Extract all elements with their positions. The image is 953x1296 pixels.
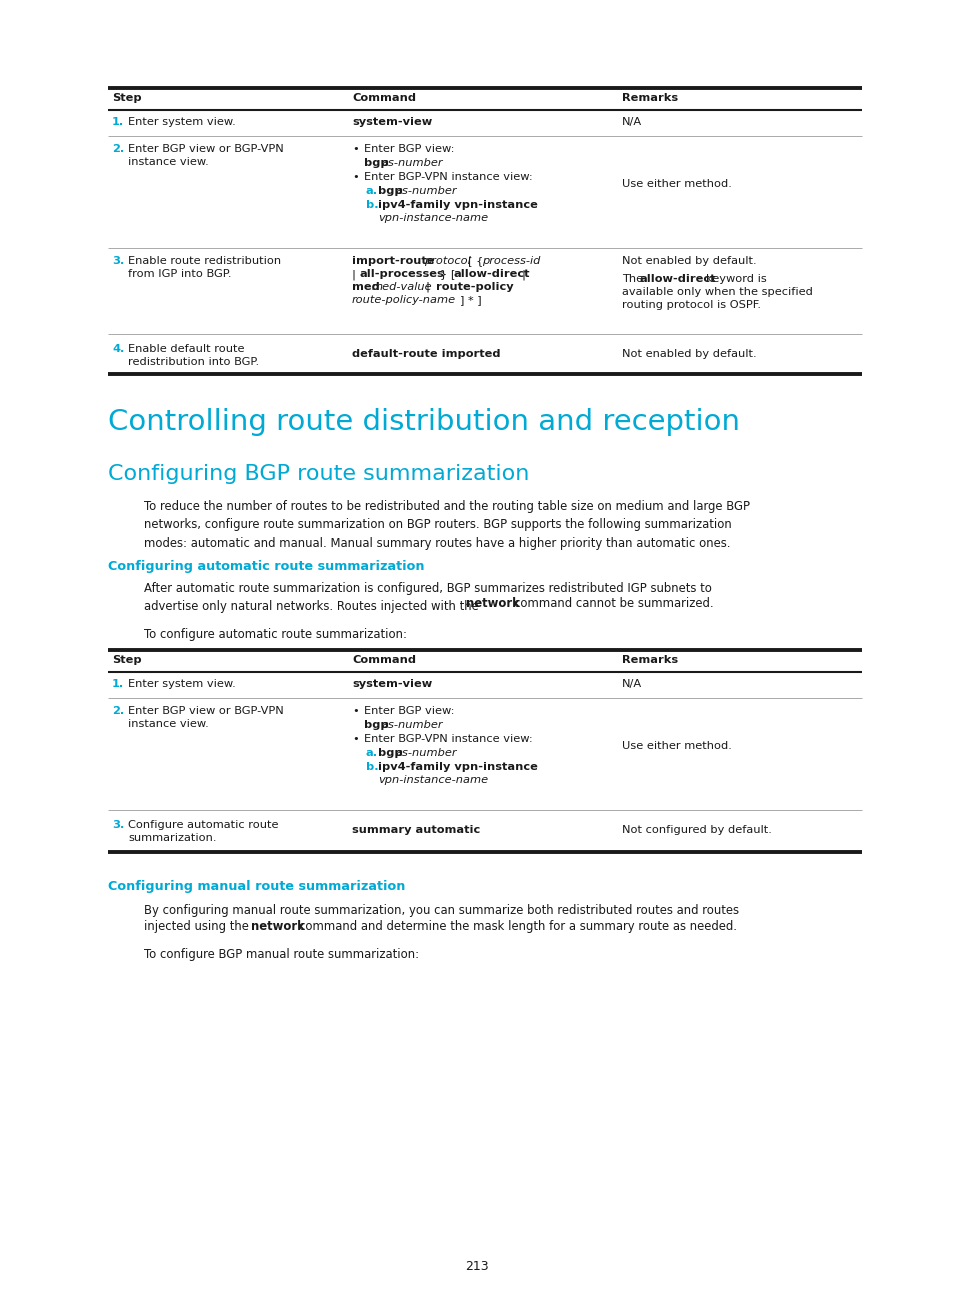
Text: Enable default route
redistribution into BGP.: Enable default route redistribution into… [128,343,259,367]
Text: Enter BGP-VPN instance view:: Enter BGP-VPN instance view: [364,734,532,744]
Text: default-route imported: default-route imported [352,349,500,359]
Text: By configuring manual route summarization, you can summarize both redistributed : By configuring manual route summarizatio… [144,905,739,918]
Text: ipv4-family vpn-instance: ipv4-family vpn-instance [377,200,537,210]
Text: 2.: 2. [112,706,124,715]
Text: |: | [352,270,355,280]
Text: bgp: bgp [364,721,388,730]
Text: N/A: N/A [621,117,641,127]
Text: command cannot be summarized.: command cannot be summarized. [514,597,713,610]
Text: Enter system view.: Enter system view. [128,679,235,689]
Text: bgp: bgp [377,748,402,758]
Text: Step: Step [112,93,141,102]
Text: b.: b. [366,762,378,772]
Text: keyword is: keyword is [705,273,766,284]
Text: ipv4-family vpn-instance: ipv4-family vpn-instance [377,762,537,772]
Text: vpn-instance-name: vpn-instance-name [377,775,488,785]
Text: Command: Command [352,93,416,102]
Text: N/A: N/A [621,679,641,689]
Text: Enter BGP-VPN instance view:: Enter BGP-VPN instance view: [364,172,532,181]
Text: Remarks: Remarks [621,654,678,665]
Text: To reduce the number of routes to be redistributed and the routing table size on: To reduce the number of routes to be red… [144,500,749,550]
Text: network: network [251,920,305,933]
Text: ] * ]: ] * ] [459,295,481,305]
Text: network: network [465,597,519,610]
Text: a.: a. [366,187,377,196]
Text: route-policy: route-policy [436,283,513,292]
Text: Configure automatic route
summarization.: Configure automatic route summarization. [128,820,278,844]
Text: To configure BGP manual route summarization:: To configure BGP manual route summarizat… [144,947,418,962]
Text: system-view: system-view [352,117,432,127]
Text: |: | [521,270,525,280]
Text: system-view: system-view [352,679,432,689]
Text: as-number: as-number [381,158,443,168]
Text: 1.: 1. [112,117,124,127]
Text: vpn-instance-name: vpn-instance-name [377,213,488,223]
Text: Command: Command [352,654,416,665]
Text: 4.: 4. [112,343,124,354]
Text: Configuring BGP route summarization: Configuring BGP route summarization [108,464,529,483]
Text: Use either method.: Use either method. [621,179,731,189]
Text: allow-direct: allow-direct [454,270,530,279]
Text: •: • [352,144,358,154]
Text: Enter system view.: Enter system view. [128,117,235,127]
Text: a.: a. [366,748,377,758]
Text: as-number: as-number [395,748,457,758]
Text: Remarks: Remarks [621,93,678,102]
Text: med: med [352,283,379,292]
Text: Step: Step [112,654,141,665]
Text: 213: 213 [465,1260,488,1273]
Text: Not enabled by default.: Not enabled by default. [621,257,756,266]
Text: •: • [352,706,358,715]
Text: injected using the: injected using the [144,920,249,933]
Text: routing protocol is OSPF.: routing protocol is OSPF. [621,299,760,310]
Text: } [: } [ [439,270,455,279]
Text: 1.: 1. [112,679,124,689]
Text: bgp: bgp [364,158,388,168]
Text: [ {: [ { [468,257,483,266]
Text: route-policy-name: route-policy-name [352,295,456,305]
Text: Use either method.: Use either method. [621,741,731,750]
Text: Enter BGP view:: Enter BGP view: [364,706,454,715]
Text: b.: b. [366,200,378,210]
Text: •: • [352,172,358,181]
Text: allow-direct: allow-direct [639,273,716,284]
Text: Configuring manual route summarization: Configuring manual route summarization [108,880,405,893]
Text: as-number: as-number [381,721,443,730]
Text: To configure automatic route summarization:: To configure automatic route summarizati… [144,629,407,642]
Text: Configuring automatic route summarization: Configuring automatic route summarizatio… [108,560,424,573]
Text: Enter BGP view:: Enter BGP view: [364,144,454,154]
Text: all-processes: all-processes [359,270,444,279]
Text: |: | [426,283,430,293]
Text: Enter BGP view or BGP-VPN
instance view.: Enter BGP view or BGP-VPN instance view. [128,706,283,730]
Text: med-value: med-value [372,283,432,292]
Text: •: • [352,734,358,744]
Text: Enable route redistribution
from IGP into BGP.: Enable route redistribution from IGP int… [128,257,281,279]
Text: summary automatic: summary automatic [352,826,479,835]
Text: as-number: as-number [395,187,457,196]
Text: Not configured by default.: Not configured by default. [621,826,771,835]
Text: Controlling route distribution and reception: Controlling route distribution and recep… [108,408,740,435]
Text: 2.: 2. [112,144,124,154]
Text: available only when the specified: available only when the specified [621,286,812,297]
Text: The: The [621,273,642,284]
Text: process-id: process-id [481,257,539,266]
Text: import-route: import-route [352,257,434,266]
Text: 3.: 3. [112,820,124,829]
Text: protocol: protocol [423,257,470,266]
Text: Enter BGP view or BGP-VPN
instance view.: Enter BGP view or BGP-VPN instance view. [128,144,283,167]
Text: command and determine the mask length for a summary route as needed.: command and determine the mask length fo… [298,920,737,933]
Text: 3.: 3. [112,257,124,266]
Text: Not enabled by default.: Not enabled by default. [621,349,756,359]
Text: bgp: bgp [377,187,402,196]
Text: After automatic route summarization is configured, BGP summarizes redistributed : After automatic route summarization is c… [144,582,711,613]
